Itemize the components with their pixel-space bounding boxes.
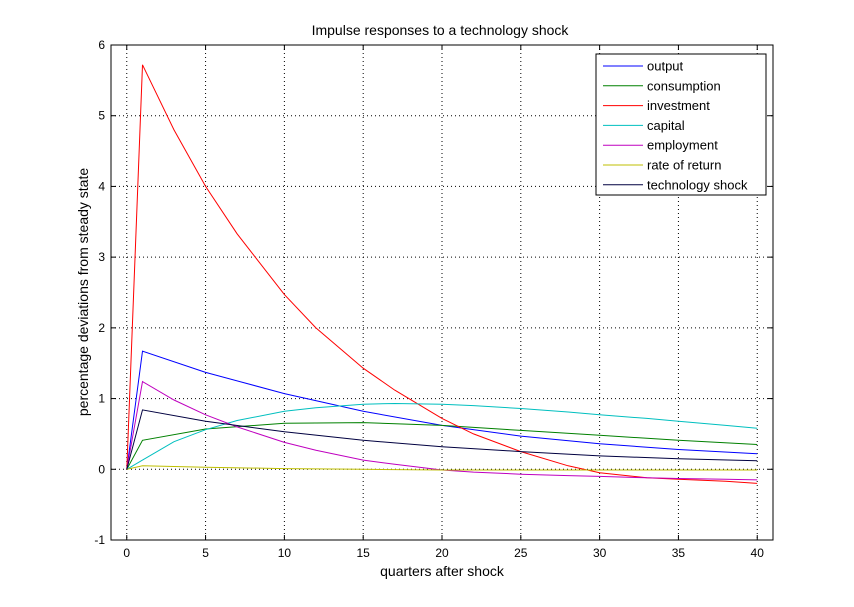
x-tick-label: 5 bbox=[202, 546, 209, 560]
legend-label: capital bbox=[647, 118, 685, 133]
series-line-technology-shock bbox=[126, 409, 758, 470]
y-tick-label: 5 bbox=[98, 109, 105, 123]
legend-label: rate of return bbox=[647, 158, 721, 173]
series-line-output bbox=[126, 350, 758, 470]
legend-label: technology shock bbox=[647, 177, 748, 192]
series-line-rate-of-return bbox=[126, 465, 758, 471]
series-line-consumption bbox=[126, 422, 758, 470]
legend-label: output bbox=[647, 59, 684, 74]
y-tick-label: 0 bbox=[98, 462, 105, 476]
x-tick-label: 10 bbox=[278, 546, 292, 560]
series-line-capital bbox=[126, 402, 758, 470]
x-tick-label: 25 bbox=[514, 546, 528, 560]
chart-title: Impulse responses to a technology shock bbox=[312, 22, 570, 38]
y-axis-label: percentage deviations from steady state bbox=[75, 168, 91, 416]
y-tick-label: 4 bbox=[98, 179, 105, 193]
y-tick-label: 3 bbox=[98, 250, 105, 264]
y-tick-label: 6 bbox=[98, 38, 105, 52]
legend-box bbox=[595, 53, 767, 196]
y-tick-label: 2 bbox=[98, 321, 105, 335]
x-tick-label: 0 bbox=[123, 546, 130, 560]
legend-label: investment bbox=[647, 98, 710, 113]
series-lines bbox=[126, 64, 758, 484]
x-axis-label: quarters after shock bbox=[380, 563, 505, 579]
x-tick-label: 15 bbox=[357, 546, 371, 560]
x-tick-label: 35 bbox=[672, 546, 686, 560]
x-tick-label: 30 bbox=[593, 546, 607, 560]
y-tick-label: -1 bbox=[94, 533, 105, 547]
legend: output consumption investment capital employ… bbox=[595, 53, 767, 196]
x-tick-label: 20 bbox=[435, 546, 449, 560]
legend-label: consumption bbox=[647, 78, 721, 93]
axis-ticks: 0 5 10 15 20 25 30 35 40 -1 0 1 2 3 4 5 6 bbox=[94, 38, 773, 560]
series-line-employment bbox=[126, 380, 758, 481]
legend-label: employment bbox=[647, 138, 718, 153]
y-tick-label: 1 bbox=[98, 392, 105, 406]
x-tick-label: 40 bbox=[751, 546, 765, 560]
